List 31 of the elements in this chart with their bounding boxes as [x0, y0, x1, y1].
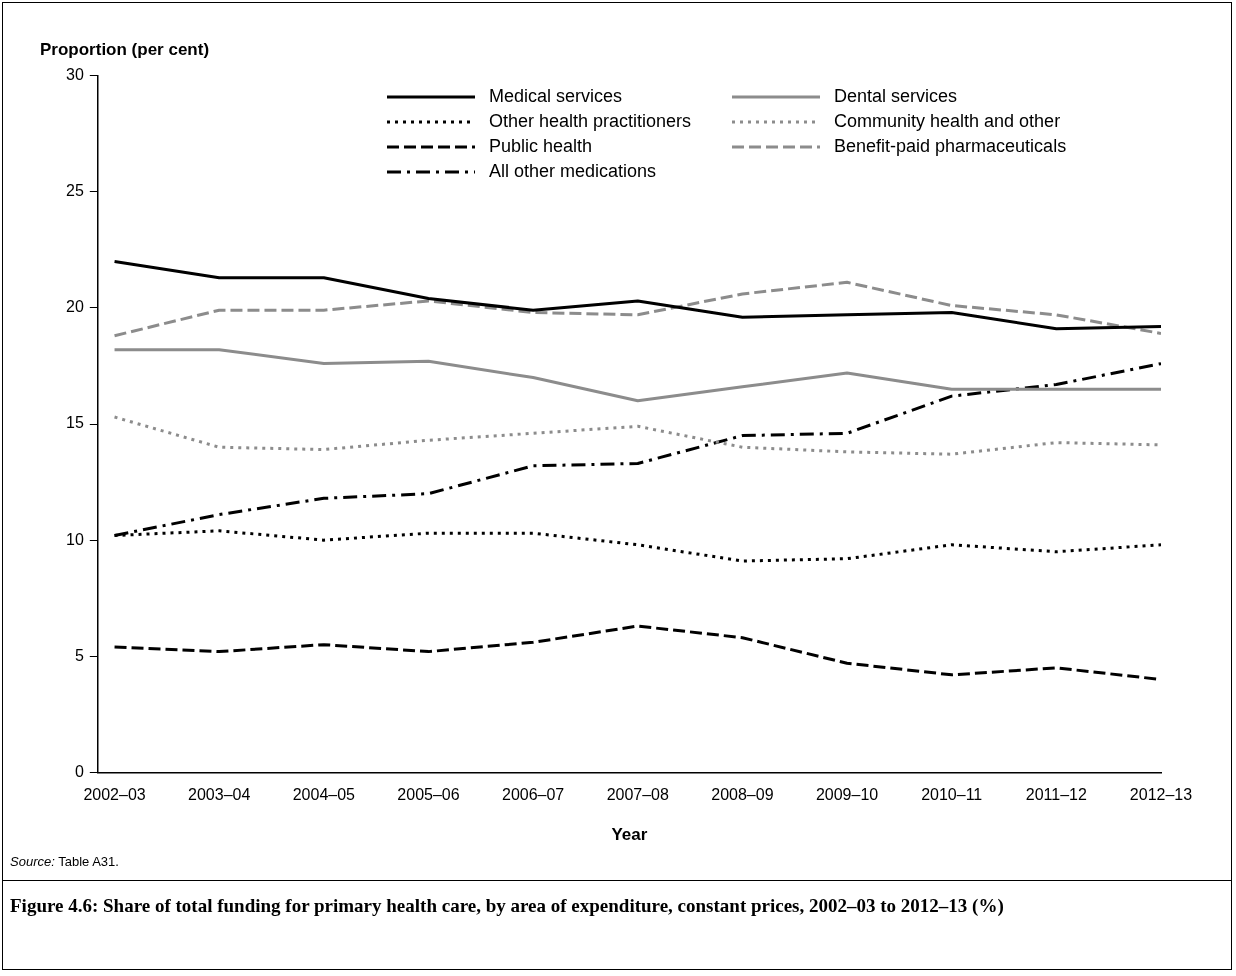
- x-tick-label: 2004–05: [292, 786, 356, 804]
- y-axis-title: Proportion (per cent): [40, 40, 210, 60]
- x-tick-label: 2003–04: [188, 786, 251, 804]
- y-tick-label: 30: [66, 66, 84, 84]
- text: Figure 4.6: Share of total funding for primary health care, by area of expenditure, constant prices, 2002–03 to 2012–13 (%): [10, 894, 1005, 918]
- x-axis-title: Year: [611, 825, 648, 845]
- x-tick-label: 2009–10: [815, 786, 879, 804]
- legend-label: Medical services: [489, 86, 623, 107]
- legend-label: Public health: [489, 136, 593, 157]
- legend-label: Dental services: [834, 86, 958, 107]
- y-tick-label: 25: [66, 182, 84, 200]
- line-series: [113, 280, 1161, 338]
- legend-label: Other health practitioners: [489, 111, 692, 132]
- legend-label: All other medications: [489, 161, 657, 182]
- x-tick-label: 2005–06: [397, 786, 460, 804]
- x-tick-label: 2006–07: [501, 786, 565, 804]
- legend-label: Community health and other: [834, 111, 1061, 132]
- y-tick-label: 5: [74, 646, 84, 664]
- y-tick-label: 0: [74, 762, 84, 780]
- line-series: [113, 415, 1161, 456]
- x-tick-label: 2012–13: [1129, 786, 1193, 804]
- source-note: Source: Table A31.: [10, 854, 119, 869]
- y-tick-label: 15: [66, 414, 84, 432]
- legend-label: Benefit-paid pharmaceuticals: [834, 136, 1067, 157]
- y-tick-label: 20: [66, 298, 84, 316]
- y-tick-label: 10: [66, 530, 84, 548]
- x-tick-label: 2007–08: [606, 786, 670, 804]
- x-tick-label: 2002–03: [83, 786, 146, 804]
- x-tick-label: 2008–09: [711, 786, 774, 804]
- x-tick-label: 2010–11: [921, 786, 983, 804]
- x-tick-label: 2011–12: [1025, 786, 1087, 804]
